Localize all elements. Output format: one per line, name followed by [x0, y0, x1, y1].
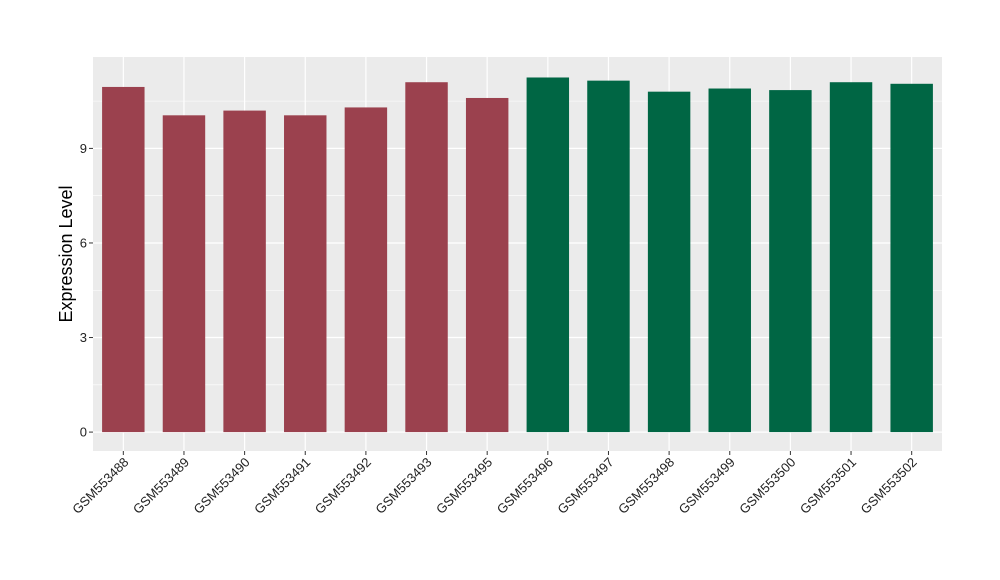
bar-GSM553496 [526, 77, 570, 433]
bar-GSM553492 [344, 107, 388, 433]
bar-GSM553488 [102, 86, 145, 433]
y-tick-label: 9 [80, 141, 87, 156]
x-tick-label: GSM553491 [251, 455, 313, 517]
y-tick-label: 3 [80, 330, 87, 345]
x-tick-label: GSM553497 [554, 455, 616, 517]
x-tick-label: GSM553498 [615, 455, 677, 517]
bar-GSM553499 [708, 88, 751, 433]
bar-GSM553502 [890, 83, 933, 433]
bar-GSM553497 [587, 80, 630, 433]
y-tick-label: 0 [80, 425, 87, 440]
x-axis: GSM553488GSM553489GSM553490GSM553491GSM5… [69, 451, 920, 517]
x-tick-label: GSM553489 [130, 455, 192, 517]
bar-GSM553498 [647, 91, 691, 433]
bar-GSM553495 [465, 97, 509, 433]
bar-GSM553489 [162, 115, 206, 433]
bar-GSM553490 [223, 110, 266, 433]
bars [102, 77, 933, 433]
x-tick-label: GSM553495 [433, 455, 495, 517]
x-tick-label: GSM553499 [676, 455, 738, 517]
bar-GSM553491 [284, 115, 327, 433]
y-axis: 0 3 6 9 [80, 141, 93, 440]
x-tick-label: GSM553496 [494, 455, 556, 517]
bar-GSM553493 [405, 82, 448, 433]
x-tick-label: GSM553488 [69, 455, 131, 517]
plot-panel [93, 57, 942, 451]
y-axis-title: Expression Level [56, 185, 76, 322]
x-tick-label: GSM553502 [858, 455, 920, 517]
x-tick-label: GSM553490 [191, 455, 253, 517]
x-tick-label: GSM553501 [797, 455, 859, 517]
y-tick-label: 6 [80, 235, 87, 250]
x-tick-label: GSM553500 [736, 455, 798, 517]
bar-GSM553501 [829, 82, 873, 433]
bar-GSM553500 [769, 90, 812, 433]
x-tick-label: GSM553493 [372, 455, 434, 517]
x-tick-label: GSM553492 [312, 455, 374, 517]
